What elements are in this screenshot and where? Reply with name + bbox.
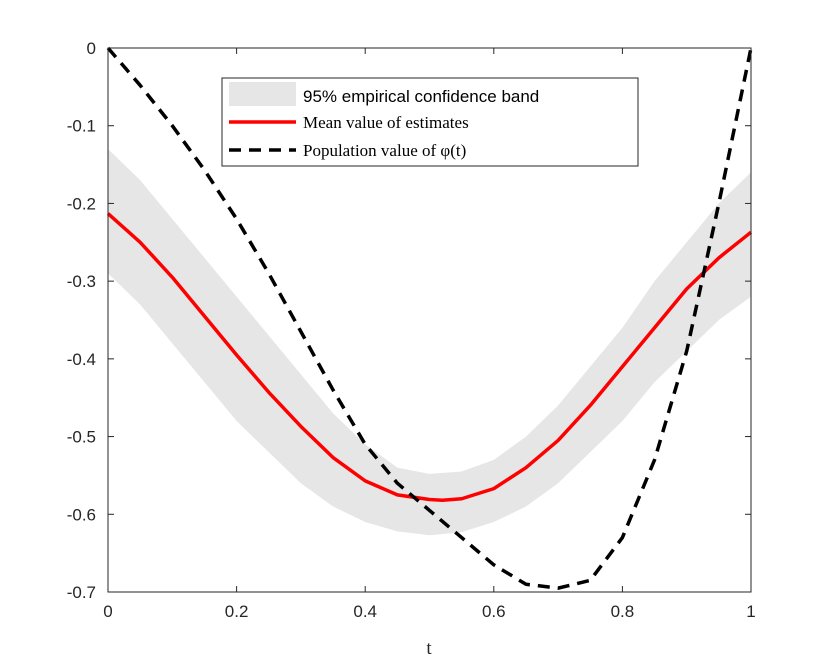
legend-label-population: Population value of φ(t) (303, 141, 466, 160)
y-tick-label: -0.6 (67, 505, 96, 524)
y-tick-label: -0.1 (67, 117, 96, 136)
x-axis-label: t (426, 638, 432, 659)
y-tick-label: -0.4 (67, 350, 96, 369)
x-tick-label: 0.2 (225, 602, 249, 621)
series-mean-value-of-estimates (106, 212, 753, 503)
x-tick-label: 0 (103, 602, 112, 621)
line-layer (106, 46, 753, 590)
y-tick-label: -0.2 (67, 194, 96, 213)
y-tick-label: -0.7 (67, 583, 96, 602)
x-tick-label: 0.6 (482, 602, 506, 621)
legend: 95% empirical confidence band Mean value… (221, 77, 639, 167)
y-tick-label: -0.3 (67, 272, 96, 291)
series-population-value-of-t (106, 46, 753, 590)
y-tick-label: 0 (87, 39, 96, 58)
y-tick-label: -0.5 (67, 428, 96, 447)
legend-label-mean: Mean value of estimates (303, 113, 469, 132)
tick-layer: 0 0.2 0.4 0.6 0.8 1 0 -0.1 -0.2 -0.3 -0.4 -0.5 -0.6 -… (67, 39, 756, 621)
x-tick-label: 0.4 (353, 602, 377, 621)
series-95-empirical-confidence-band (108, 149, 751, 536)
x-tick-label: 0.8 (611, 602, 635, 621)
legend-swatch-band (229, 82, 296, 106)
band-layer (108, 149, 751, 536)
plot-frame (107, 47, 752, 593)
x-tick-label: 1 (746, 602, 755, 621)
legend-label-band: 95% empirical confidence band (303, 87, 539, 106)
